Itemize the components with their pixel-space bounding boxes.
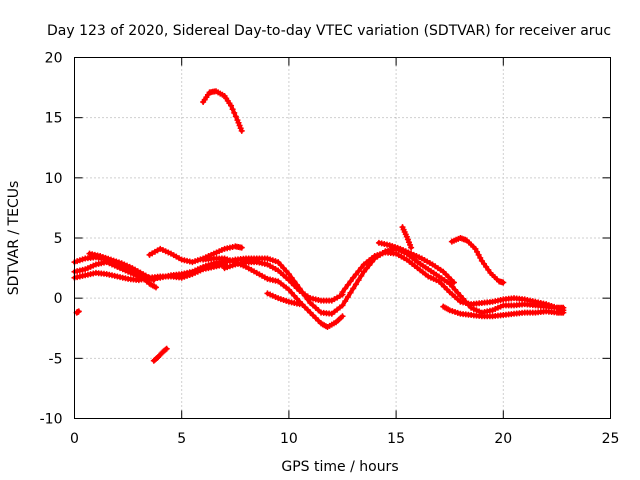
- data-point: [152, 284, 159, 291]
- x-tick-label: 15: [387, 431, 405, 447]
- series-track-m: [448, 235, 507, 286]
- series-track-n: [200, 88, 245, 134]
- series-track-k: [399, 224, 415, 251]
- data-point: [355, 268, 362, 275]
- data-point: [481, 260, 488, 267]
- data-point: [296, 301, 303, 308]
- series-track-i: [339, 249, 567, 314]
- data-point: [450, 279, 457, 286]
- data-point: [339, 289, 346, 296]
- data-points: [71, 88, 567, 364]
- data-point: [352, 271, 359, 278]
- data-point: [280, 265, 287, 272]
- series-track-g: [221, 259, 346, 304]
- data-point: [500, 279, 507, 286]
- data-point: [457, 292, 464, 299]
- data-point: [363, 265, 370, 272]
- x-tick-label: 10: [280, 431, 298, 447]
- data-point: [285, 286, 292, 293]
- series-track-d: [86, 250, 157, 284]
- data-point: [449, 283, 456, 290]
- y-tick-label: -5: [49, 351, 63, 367]
- data-point: [360, 268, 367, 275]
- data-point: [229, 106, 236, 113]
- y-tick-label: 10: [45, 171, 63, 187]
- series-track-h: [264, 290, 303, 308]
- data-point: [408, 244, 415, 251]
- data-point: [355, 277, 362, 284]
- data-point: [228, 102, 235, 109]
- series-track-p: [73, 308, 82, 316]
- data-point: [350, 274, 357, 281]
- data-point: [472, 245, 479, 252]
- data-point: [238, 244, 245, 251]
- data-point: [288, 289, 295, 296]
- data-point: [485, 266, 492, 273]
- x-tick-label: 5: [177, 431, 186, 447]
- data-point: [232, 113, 239, 120]
- data-point: [478, 257, 485, 264]
- data-point: [283, 268, 290, 275]
- data-point: [474, 248, 481, 255]
- y-tick-label: 20: [45, 51, 63, 67]
- y-tick-label: -10: [40, 412, 63, 428]
- data-point: [275, 259, 282, 266]
- data-point: [475, 251, 482, 258]
- data-point: [477, 254, 484, 261]
- data-point: [344, 281, 351, 288]
- chart-title: Day 123 of 2020, Sidereal Day-to-day VTE…: [47, 23, 611, 39]
- data-point: [291, 292, 298, 299]
- data-point: [358, 264, 365, 271]
- data-point: [358, 272, 365, 279]
- data-point: [344, 293, 351, 300]
- data-point: [277, 262, 284, 269]
- data-point: [339, 313, 346, 320]
- data-point: [483, 263, 490, 270]
- grid-lines: [74, 57, 611, 419]
- data-point: [285, 271, 292, 278]
- series-track-o: [150, 345, 170, 364]
- axis-ticks: 0 5 10 15 20 25 -10 -5 0 5 10 15 20: [40, 51, 620, 448]
- data-point: [352, 281, 359, 288]
- data-point: [75, 308, 82, 315]
- data-point: [560, 309, 567, 316]
- data-point: [339, 302, 346, 309]
- x-tick-label: 20: [494, 431, 512, 447]
- data-point: [350, 285, 357, 292]
- y-tick-label: 0: [54, 291, 63, 307]
- data-point: [162, 346, 169, 353]
- data-point: [163, 345, 170, 352]
- data-point: [452, 286, 459, 293]
- y-axis-label: SDTVAR / TECUs: [6, 181, 22, 296]
- x-axis-label: GPS time / hours: [281, 459, 398, 475]
- data-point: [342, 298, 349, 305]
- series-band: [449, 236, 506, 285]
- data-point: [342, 285, 349, 292]
- data-point: [454, 289, 461, 296]
- data-point: [347, 289, 354, 296]
- data-point: [446, 280, 453, 287]
- series-track-l: [440, 303, 567, 320]
- x-tick-label: 25: [602, 431, 620, 447]
- series-track-f: [200, 255, 346, 331]
- data-point: [238, 127, 245, 134]
- series-track-j: [375, 239, 457, 286]
- y-tick-label: 15: [45, 111, 63, 127]
- data-point: [150, 277, 157, 284]
- x-tick-label: 0: [70, 431, 79, 447]
- y-tick-label: 5: [54, 231, 63, 247]
- data-point: [347, 278, 354, 285]
- data-point: [231, 109, 238, 116]
